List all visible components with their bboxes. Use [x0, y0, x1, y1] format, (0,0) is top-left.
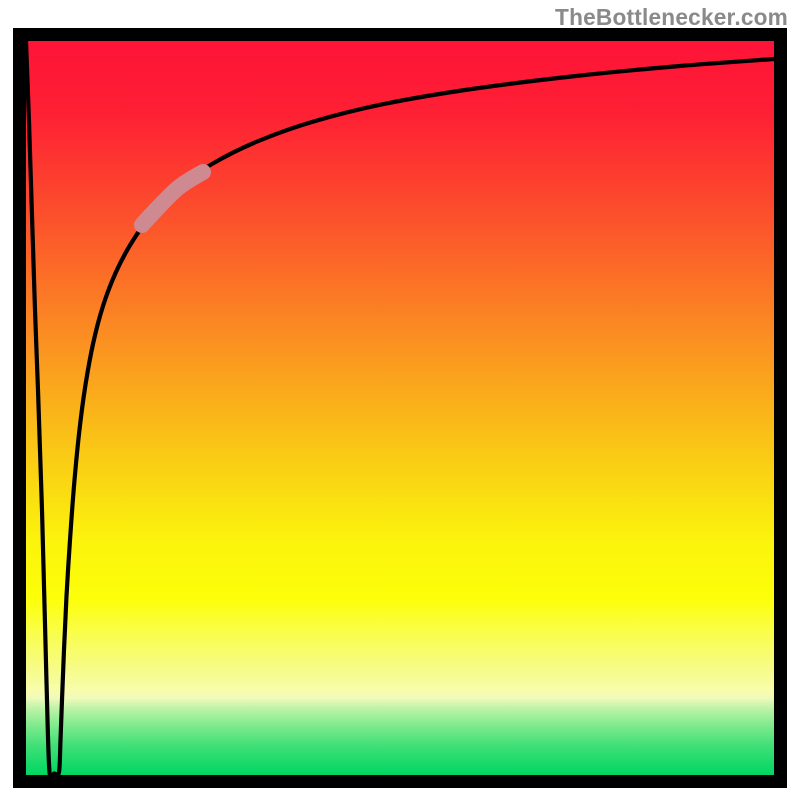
- figure-root: TheBottlenecker.com: [0, 0, 800, 800]
- gradient-background: [26, 41, 774, 775]
- plot-area: [20, 35, 781, 782]
- watermark-text: TheBottlenecker.com: [555, 4, 788, 31]
- chart-svg: [0, 0, 800, 800]
